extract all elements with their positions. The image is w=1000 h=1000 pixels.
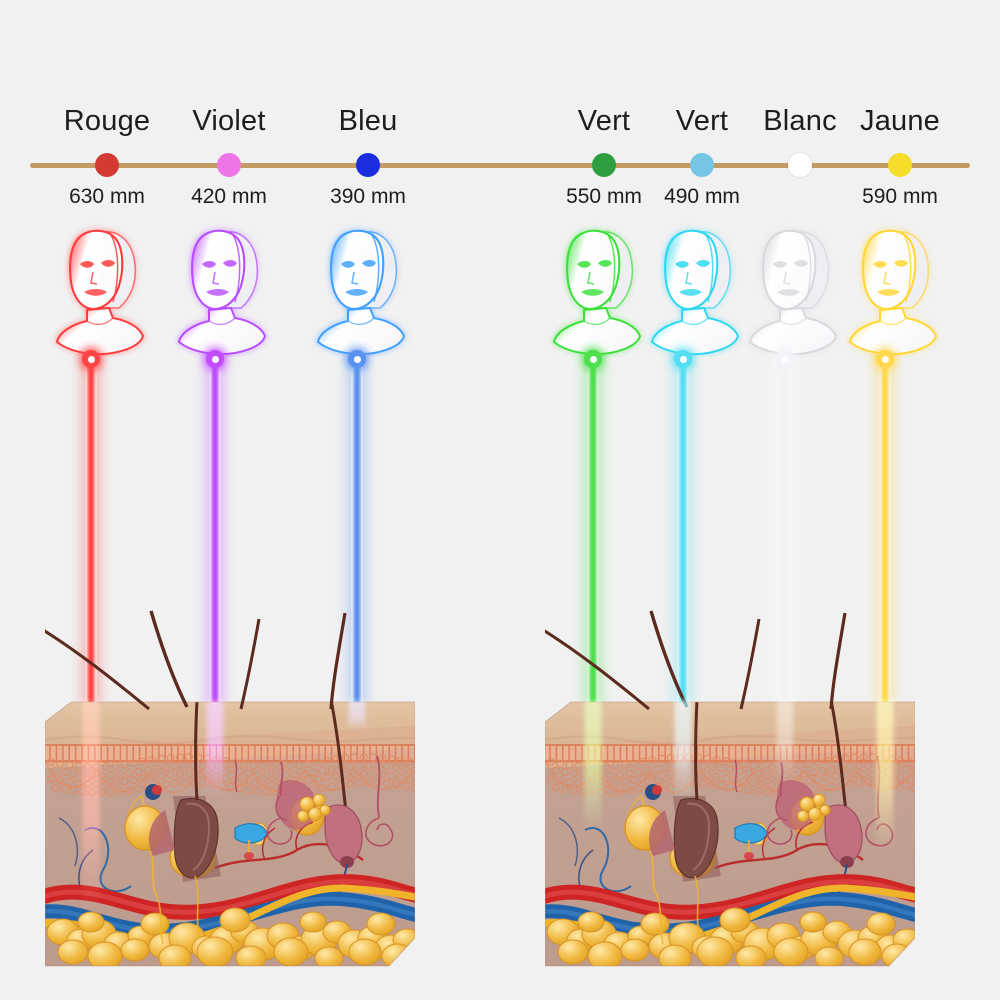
legend-color-name: Rouge	[63, 105, 151, 137]
legend-color-dot[interactable]	[592, 153, 616, 177]
led-emitter-dot	[348, 350, 366, 368]
light-beam	[677, 360, 689, 705]
beam-penetration	[348, 700, 366, 730]
led-emitter-dot	[584, 350, 602, 368]
led-face-mask[interactable]	[47, 222, 167, 357]
light-beam	[779, 360, 791, 705]
light-beam	[85, 360, 97, 705]
light-beam	[879, 360, 891, 705]
skin-cross-section-right	[545, 700, 915, 968]
legend-color-name: Jaune	[859, 105, 941, 137]
light-beam	[587, 360, 599, 705]
hair-shafts	[45, 610, 347, 711]
legend-color-dot[interactable]	[888, 153, 912, 177]
led-emitter-dot	[674, 350, 692, 368]
led-emitter-dot	[82, 350, 100, 368]
legend-color-name: Violet	[192, 105, 266, 137]
beam-penetration	[584, 700, 602, 830]
legend-wavelength-label: 490 mm	[664, 185, 740, 208]
legend-wavelength-label: 390 mm	[330, 185, 406, 208]
led-emitter-dot	[776, 350, 794, 368]
spectrum-legend: Rouge 630 mm Violet 420 mm Bleu 390 mm Vert 550…	[0, 0, 1000, 220]
led-face-mask[interactable]	[840, 222, 960, 357]
legend-color-dot[interactable]	[690, 153, 714, 177]
led-face-mask[interactable]	[740, 222, 860, 357]
led-emitter-dot	[206, 350, 224, 368]
skin-cross-section-left	[45, 700, 415, 968]
spectrum-axis-line	[30, 163, 970, 168]
legend-wavelength-label: 550 mm	[566, 185, 642, 208]
led-emitter-dot	[876, 350, 894, 368]
legend-color-dot[interactable]	[356, 153, 380, 177]
legend-color-dot[interactable]	[788, 153, 812, 177]
led-face-mask[interactable]	[544, 222, 664, 357]
legend-color-name: Blanc	[763, 105, 837, 137]
beam-penetration	[206, 700, 224, 795]
beam-penetration	[776, 700, 794, 780]
hair-shafts	[545, 610, 847, 711]
beam-penetration	[82, 700, 100, 910]
beam-penetration	[674, 700, 692, 800]
legend-color-dot[interactable]	[95, 153, 119, 177]
legend-wavelength-label: 420 mm	[191, 185, 267, 208]
legend-wavelength-label: 590 mm	[862, 185, 938, 208]
led-face-mask[interactable]	[169, 222, 289, 357]
light-beam	[351, 360, 363, 705]
legend-color-name: Bleu	[338, 105, 398, 137]
legend-wavelength-label: 630 mm	[69, 185, 145, 208]
light-beam	[209, 360, 221, 705]
led-face-mask[interactable]	[308, 222, 428, 357]
legend-color-name: Vert	[577, 105, 631, 137]
led-face-mask[interactable]	[642, 222, 762, 357]
beam-penetration	[876, 700, 894, 850]
legend-color-name: Vert	[675, 105, 729, 137]
legend-color-dot[interactable]	[217, 153, 241, 177]
